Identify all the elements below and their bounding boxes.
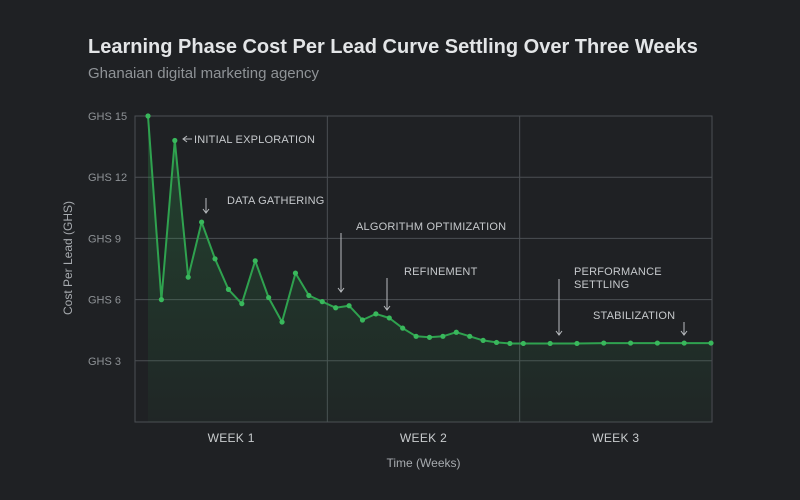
data-point <box>185 274 191 280</box>
annotation: INITIAL EXPLORATION <box>182 134 315 146</box>
annotation-label: REFINEMENT <box>404 266 478 278</box>
data-point <box>400 325 406 331</box>
data-point <box>373 311 379 317</box>
annotation-arrowhead <box>383 305 391 311</box>
data-point <box>359 317 366 323</box>
annotation-label: PERFORMANCE SETTLING <box>574 266 662 291</box>
annotation: PERFORMANCE SETTLING <box>555 266 662 336</box>
data-point <box>266 294 272 301</box>
data-point <box>574 340 580 347</box>
data-point <box>306 292 312 299</box>
x-category-label: WEEK 1 <box>208 431 255 445</box>
x-category-label: WEEK 3 <box>592 431 639 445</box>
annotation: STABILIZATION <box>593 310 688 336</box>
y-tick-labels: GHS 15 GHS 12 GHS 9 GHS 6 GHS 3 <box>88 111 127 368</box>
data-point <box>172 137 178 144</box>
annotation-label: ALGORITHM OPTIMIZATION <box>356 221 506 233</box>
data-point <box>480 337 486 343</box>
data-points <box>145 113 714 347</box>
y-tick-label: GHS 6 <box>88 295 121 307</box>
data-point <box>225 286 232 292</box>
data-point <box>292 270 299 276</box>
data-point <box>520 340 526 347</box>
data-point <box>453 329 459 335</box>
data-point <box>493 339 500 346</box>
data-point <box>627 340 634 346</box>
data-point <box>158 297 165 303</box>
data-point <box>199 219 205 225</box>
data-point <box>239 301 245 307</box>
chart-subtitle: Ghanaian digital marketing agency <box>88 65 319 82</box>
data-point <box>547 340 553 347</box>
annotation-label: DATA GATHERING <box>227 195 325 207</box>
data-point <box>440 333 446 339</box>
annotation-arrowhead <box>337 287 345 293</box>
data-point <box>279 319 285 325</box>
data-point <box>413 333 419 339</box>
annotation-arrowhead <box>555 330 563 336</box>
y-axis-label: Cost Per Lead (GHS) <box>61 201 75 315</box>
data-point <box>601 340 607 346</box>
x-category-label: WEEK 2 <box>400 431 447 445</box>
data-point <box>319 299 325 305</box>
annotation: ALGORITHM OPTIMIZATION <box>337 221 506 293</box>
annotation: DATA GATHERING <box>202 195 325 214</box>
data-point <box>346 303 352 309</box>
data-point <box>654 340 660 346</box>
data-point <box>333 305 339 311</box>
data-point <box>507 340 513 347</box>
data-point <box>467 333 473 339</box>
data-point <box>145 113 151 119</box>
annotation-arrowhead <box>182 135 188 143</box>
x-category-labels: WEEK 1 WEEK 2 WEEK 3 <box>208 431 640 445</box>
series-area <box>148 116 711 422</box>
data-point <box>252 258 258 264</box>
series-line <box>147 115 711 345</box>
data-point <box>681 340 687 346</box>
y-tick-label: GHS 15 <box>88 111 127 123</box>
y-tick-label: GHS 12 <box>88 172 127 184</box>
x-axis-label: Time (Weeks) <box>386 456 460 470</box>
data-point <box>426 334 433 340</box>
annotation-label: STABILIZATION <box>593 310 675 322</box>
annotation-label: INITIAL EXPLORATION <box>194 134 315 146</box>
annotation-arrowhead <box>202 208 210 214</box>
annotation-arrowhead <box>680 330 688 336</box>
y-tick-label: GHS 3 <box>88 356 121 368</box>
annotation: REFINEMENT <box>383 266 478 311</box>
data-point <box>708 340 714 346</box>
data-point <box>212 256 218 262</box>
y-tick-label: GHS 9 <box>88 233 121 245</box>
annotations: INITIAL EXPLORATION DATA GATHERING ALGORIT… <box>182 134 688 336</box>
chart-title: Learning Phase Cost Per Lead Curve Settl… <box>88 36 698 58</box>
data-point <box>386 315 392 321</box>
